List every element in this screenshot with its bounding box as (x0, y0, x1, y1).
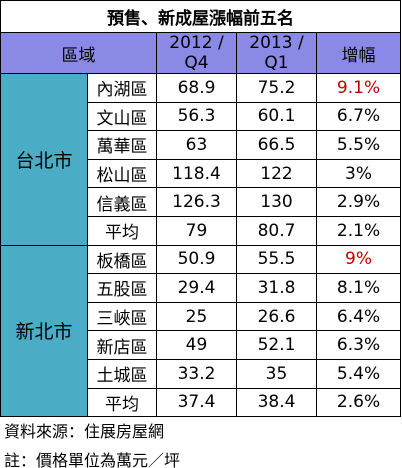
data-row: 平均 79 80.7 2.1% (1, 215, 402, 246)
value-cell: 29.4 (156, 273, 237, 303)
data-row: 平均 37.4 38.4 2.6% (1, 387, 402, 418)
value-cell: 38.4 (236, 387, 317, 418)
district-cell: 板橋區 (87, 244, 157, 275)
footer: 資料來源：住展房屋網 註：價格單位為萬元／坪 (0, 417, 402, 468)
title-row: 預售、新成屋漲幅前五名 (0, 0, 402, 33)
growth-cell: 8.1% (315, 273, 402, 303)
header-row: 區域 2012 / Q4 2013 / Q1 增幅 (0, 32, 402, 74)
district-cell: 三峽區 (87, 301, 157, 332)
column-header: 2012 / Q4 (156, 32, 237, 74)
footer-note: 註：價格單位為萬元／坪 (4, 451, 181, 468)
growth-cell: 2.6% (315, 387, 402, 418)
district-cell: 新店區 (87, 330, 157, 360)
district-cell: 內湖區 (87, 73, 157, 103)
data-row: 松山區 118.4 122 3% (1, 158, 402, 189)
value-cell: 118.4 (156, 158, 237, 189)
growth-cell: 6.3% (315, 330, 402, 360)
value-cell: 31.8 (236, 273, 317, 303)
data-row: 新店區 49 52.1 6.3% (1, 330, 402, 360)
growth-cell: 5.4% (315, 358, 402, 389)
growth-cell: 9% (315, 244, 402, 275)
data-row: 三峽區 25 26.6 6.4% (1, 301, 402, 332)
growth-cell: 6.4% (315, 301, 402, 332)
value-cell: 63 (156, 130, 237, 160)
data-row: 台北市 內湖區 68.9 75.2 9.1% (0, 73, 402, 246)
value-cell: 66.5 (236, 130, 317, 160)
data-row: 萬華區 63 66.5 5.5% (1, 130, 402, 160)
district-cell: 平均 (87, 215, 157, 246)
value-cell: 130 (236, 187, 317, 217)
growth-cell: 5.5% (315, 130, 402, 160)
growth-cell: 2.9% (315, 187, 402, 217)
district-cell: 五股區 (87, 273, 157, 303)
city-cell: 台北市 (0, 73, 88, 246)
column-header: 區域 (0, 32, 157, 74)
value-cell: 55.5 (236, 244, 317, 275)
district-cell: 萬華區 (87, 130, 157, 160)
city-cell: 新北市 (0, 244, 88, 418)
column-header: 增幅 (315, 32, 402, 74)
value-cell: 37.4 (156, 387, 237, 418)
value-cell: 56.3 (156, 101, 237, 132)
data-row: 五股區 29.4 31.8 8.1% (1, 273, 402, 303)
value-cell: 79 (156, 215, 237, 246)
value-cell: 26.6 (236, 301, 317, 332)
value-cell: 49 (156, 330, 237, 360)
value-cell: 80.7 (236, 215, 317, 246)
value-cell: 126.3 (156, 187, 237, 217)
data-row: 信義區 126.3 130 2.9% (1, 187, 402, 217)
district-cell: 信義區 (87, 187, 157, 217)
district-cell: 平均 (87, 387, 157, 418)
value-cell: 68.9 (156, 73, 237, 103)
price-table: 預售、新成屋漲幅前五名 區域 2012 / Q4 2013 / Q1 增幅 台北市 內湖區… (0, 0, 402, 418)
district-cell: 文山區 (87, 101, 157, 132)
value-cell: 60.1 (236, 101, 317, 132)
growth-cell: 6.7% (315, 101, 402, 132)
data-row: 新北市 板橋區 50.9 55.5 9% (0, 244, 402, 418)
district-cell: 松山區 (87, 158, 157, 189)
value-cell: 50.9 (156, 244, 237, 275)
value-cell: 52.1 (236, 330, 317, 360)
column-header: 2013 / Q1 (236, 32, 317, 74)
district-cell: 土城區 (87, 358, 157, 389)
value-cell: 122 (236, 158, 317, 189)
growth-cell: 9.1% (315, 73, 402, 103)
value-cell: 35 (236, 358, 317, 389)
footer-note: 資料來源：住展房屋網 (4, 422, 165, 442)
value-cell: 25 (156, 301, 237, 332)
value-cell: 75.2 (236, 73, 317, 103)
data-row: 文山區 56.3 60.1 6.7% (1, 101, 402, 132)
growth-cell: 2.1% (315, 215, 402, 246)
growth-cell: 3% (315, 158, 402, 189)
table-title: 預售、新成屋漲幅前五名 (0, 0, 402, 33)
value-cell: 33.2 (156, 358, 237, 389)
